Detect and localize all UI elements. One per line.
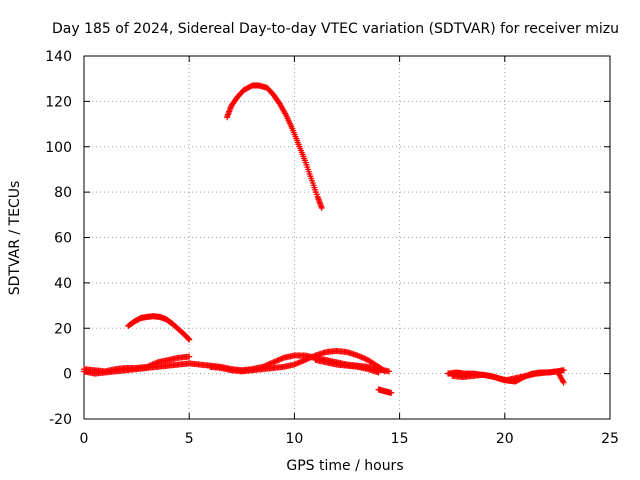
x-tick-label: 20 <box>496 431 514 447</box>
y-tick-labels: -20 0 20 40 60 80 100 120 140 <box>45 49 72 428</box>
data-point <box>318 205 325 212</box>
x-tick-labels: 0 5 10 15 20 25 <box>80 431 619 447</box>
y-axis-title: SDTVAR / TECUs <box>7 181 23 296</box>
y-tick-label: 140 <box>45 49 72 65</box>
x-tick-label: 5 <box>185 431 194 447</box>
x-tick-label: 15 <box>391 431 409 447</box>
y-tick-label: 100 <box>45 140 72 156</box>
data-point <box>560 379 567 386</box>
grid-lines <box>84 56 610 419</box>
x-tick-label: 0 <box>80 431 89 447</box>
x-axis-title: GPS time / hours <box>286 458 403 474</box>
y-tick-label: -20 <box>49 412 72 428</box>
y-tick-label: 60 <box>54 231 72 247</box>
y-tick-label: 20 <box>54 321 72 337</box>
data-points <box>81 82 567 396</box>
y-tick-label: 40 <box>54 276 72 292</box>
data-point <box>388 389 395 396</box>
data-point <box>560 367 567 374</box>
x-tick-label: 10 <box>285 431 303 447</box>
y-tick-label: 120 <box>45 94 72 110</box>
y-tick-label: 0 <box>63 367 72 383</box>
data-point <box>381 368 388 375</box>
y-tick-label: 80 <box>54 185 72 201</box>
data-point <box>186 336 193 343</box>
data-point <box>186 353 193 360</box>
chart-title: Day 185 of 2024, Sidereal Day-to-day VTE… <box>52 21 619 37</box>
data-point <box>375 369 382 376</box>
x-tick-label: 25 <box>601 431 619 447</box>
